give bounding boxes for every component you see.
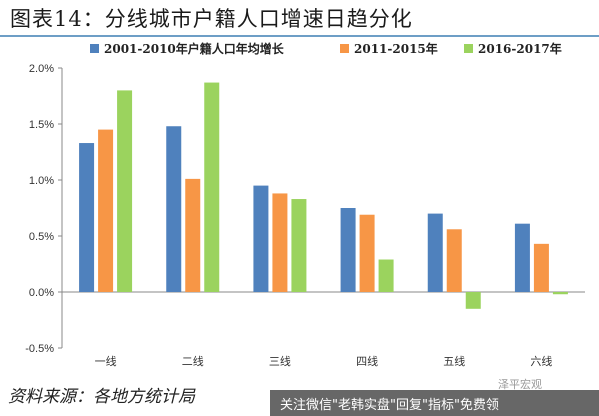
bar-1-3	[253, 185, 269, 292]
bar-3-3	[291, 199, 307, 292]
chart-title: 图表14：分线城市户籍人口增速日趋分化	[10, 7, 413, 31]
bar-3-6	[552, 292, 568, 295]
x-tick-label: 三线	[269, 354, 291, 368]
bar-3-2	[204, 82, 220, 292]
promo-banner	[270, 390, 599, 416]
legend-swatch	[340, 44, 349, 53]
bar-1-2	[166, 126, 182, 293]
bar-3-1	[117, 90, 133, 293]
y-tick-label: 0.5%	[29, 231, 54, 243]
bar-3-5	[465, 292, 481, 309]
y-tick-label: -0.5%	[25, 343, 54, 355]
x-tick-label: 六线	[530, 354, 552, 368]
bar-2-5	[446, 229, 462, 292]
source-note: 资料来源：各地方统计局	[8, 387, 195, 407]
x-tick-label: 二线	[182, 354, 204, 368]
bar-2-1	[98, 129, 114, 292]
bar-2-6	[533, 243, 549, 292]
bar-1-5	[427, 213, 443, 292]
title-divider	[0, 35, 599, 37]
bar-1-6	[514, 223, 530, 292]
promo-banner-text: 关注微信"老韩实盘"回复"指标"免费领	[280, 398, 499, 413]
bar-chart: -0.5% 0.0% 0.5% 1.0% 1.5% 2.0% 一线 二线 三线 四线 五线 六线 20…	[25, 41, 585, 368]
bar-2-4	[359, 214, 375, 292]
legend-swatch	[90, 44, 99, 53]
legend-label: 2011-2015年	[354, 41, 438, 56]
bar-1-1	[79, 143, 95, 292]
y-tick-label: 1.5%	[29, 119, 54, 131]
x-tick-label: 五线	[443, 354, 465, 368]
y-tick-label: 1.0%	[29, 175, 54, 187]
bar-3-4	[378, 259, 394, 292]
y-tick-label: 2.0%	[29, 63, 54, 75]
y-tick-label: 0.0%	[29, 287, 54, 299]
watermark: 泽平宏观	[498, 378, 542, 391]
legend-label: 2016-2017年	[478, 41, 562, 56]
bar-2-2	[185, 178, 201, 292]
bar-1-4	[340, 208, 356, 292]
x-tick-label: 四线	[356, 354, 378, 368]
legend-label: 2001-2010年户籍人口年均增长	[104, 41, 285, 56]
bar-2-3	[272, 193, 288, 292]
x-tick-label: 一线	[95, 354, 117, 368]
legend-swatch	[464, 44, 473, 53]
